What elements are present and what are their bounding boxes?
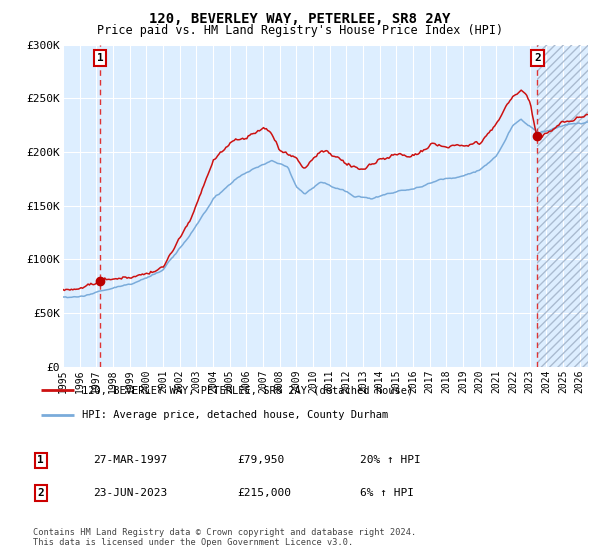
Text: Price paid vs. HM Land Registry's House Price Index (HPI): Price paid vs. HM Land Registry's House … [97,24,503,37]
Text: £215,000: £215,000 [237,488,291,498]
Text: 120, BEVERLEY WAY, PETERLEE, SR8 2AY: 120, BEVERLEY WAY, PETERLEE, SR8 2AY [149,12,451,26]
Text: 20% ↑ HPI: 20% ↑ HPI [360,455,421,465]
Bar [538,45,588,367]
Text: 27-MAR-1997: 27-MAR-1997 [93,455,167,465]
Text: 1: 1 [37,455,44,465]
Bar [538,45,588,367]
Text: 2: 2 [534,53,541,63]
Text: 23-JUN-2023: 23-JUN-2023 [93,488,167,498]
Text: 120, BEVERLEY WAY, PETERLEE, SR8 2AY (detached house): 120, BEVERLEY WAY, PETERLEE, SR8 2AY (de… [82,385,413,395]
Text: HPI: Average price, detached house, County Durham: HPI: Average price, detached house, Coun… [82,409,388,419]
Text: 2: 2 [37,488,44,498]
Text: 1: 1 [97,53,104,63]
Text: £79,950: £79,950 [237,455,284,465]
Text: Contains HM Land Registry data © Crown copyright and database right 2024.
This d: Contains HM Land Registry data © Crown c… [33,528,416,547]
Text: 6% ↑ HPI: 6% ↑ HPI [360,488,414,498]
